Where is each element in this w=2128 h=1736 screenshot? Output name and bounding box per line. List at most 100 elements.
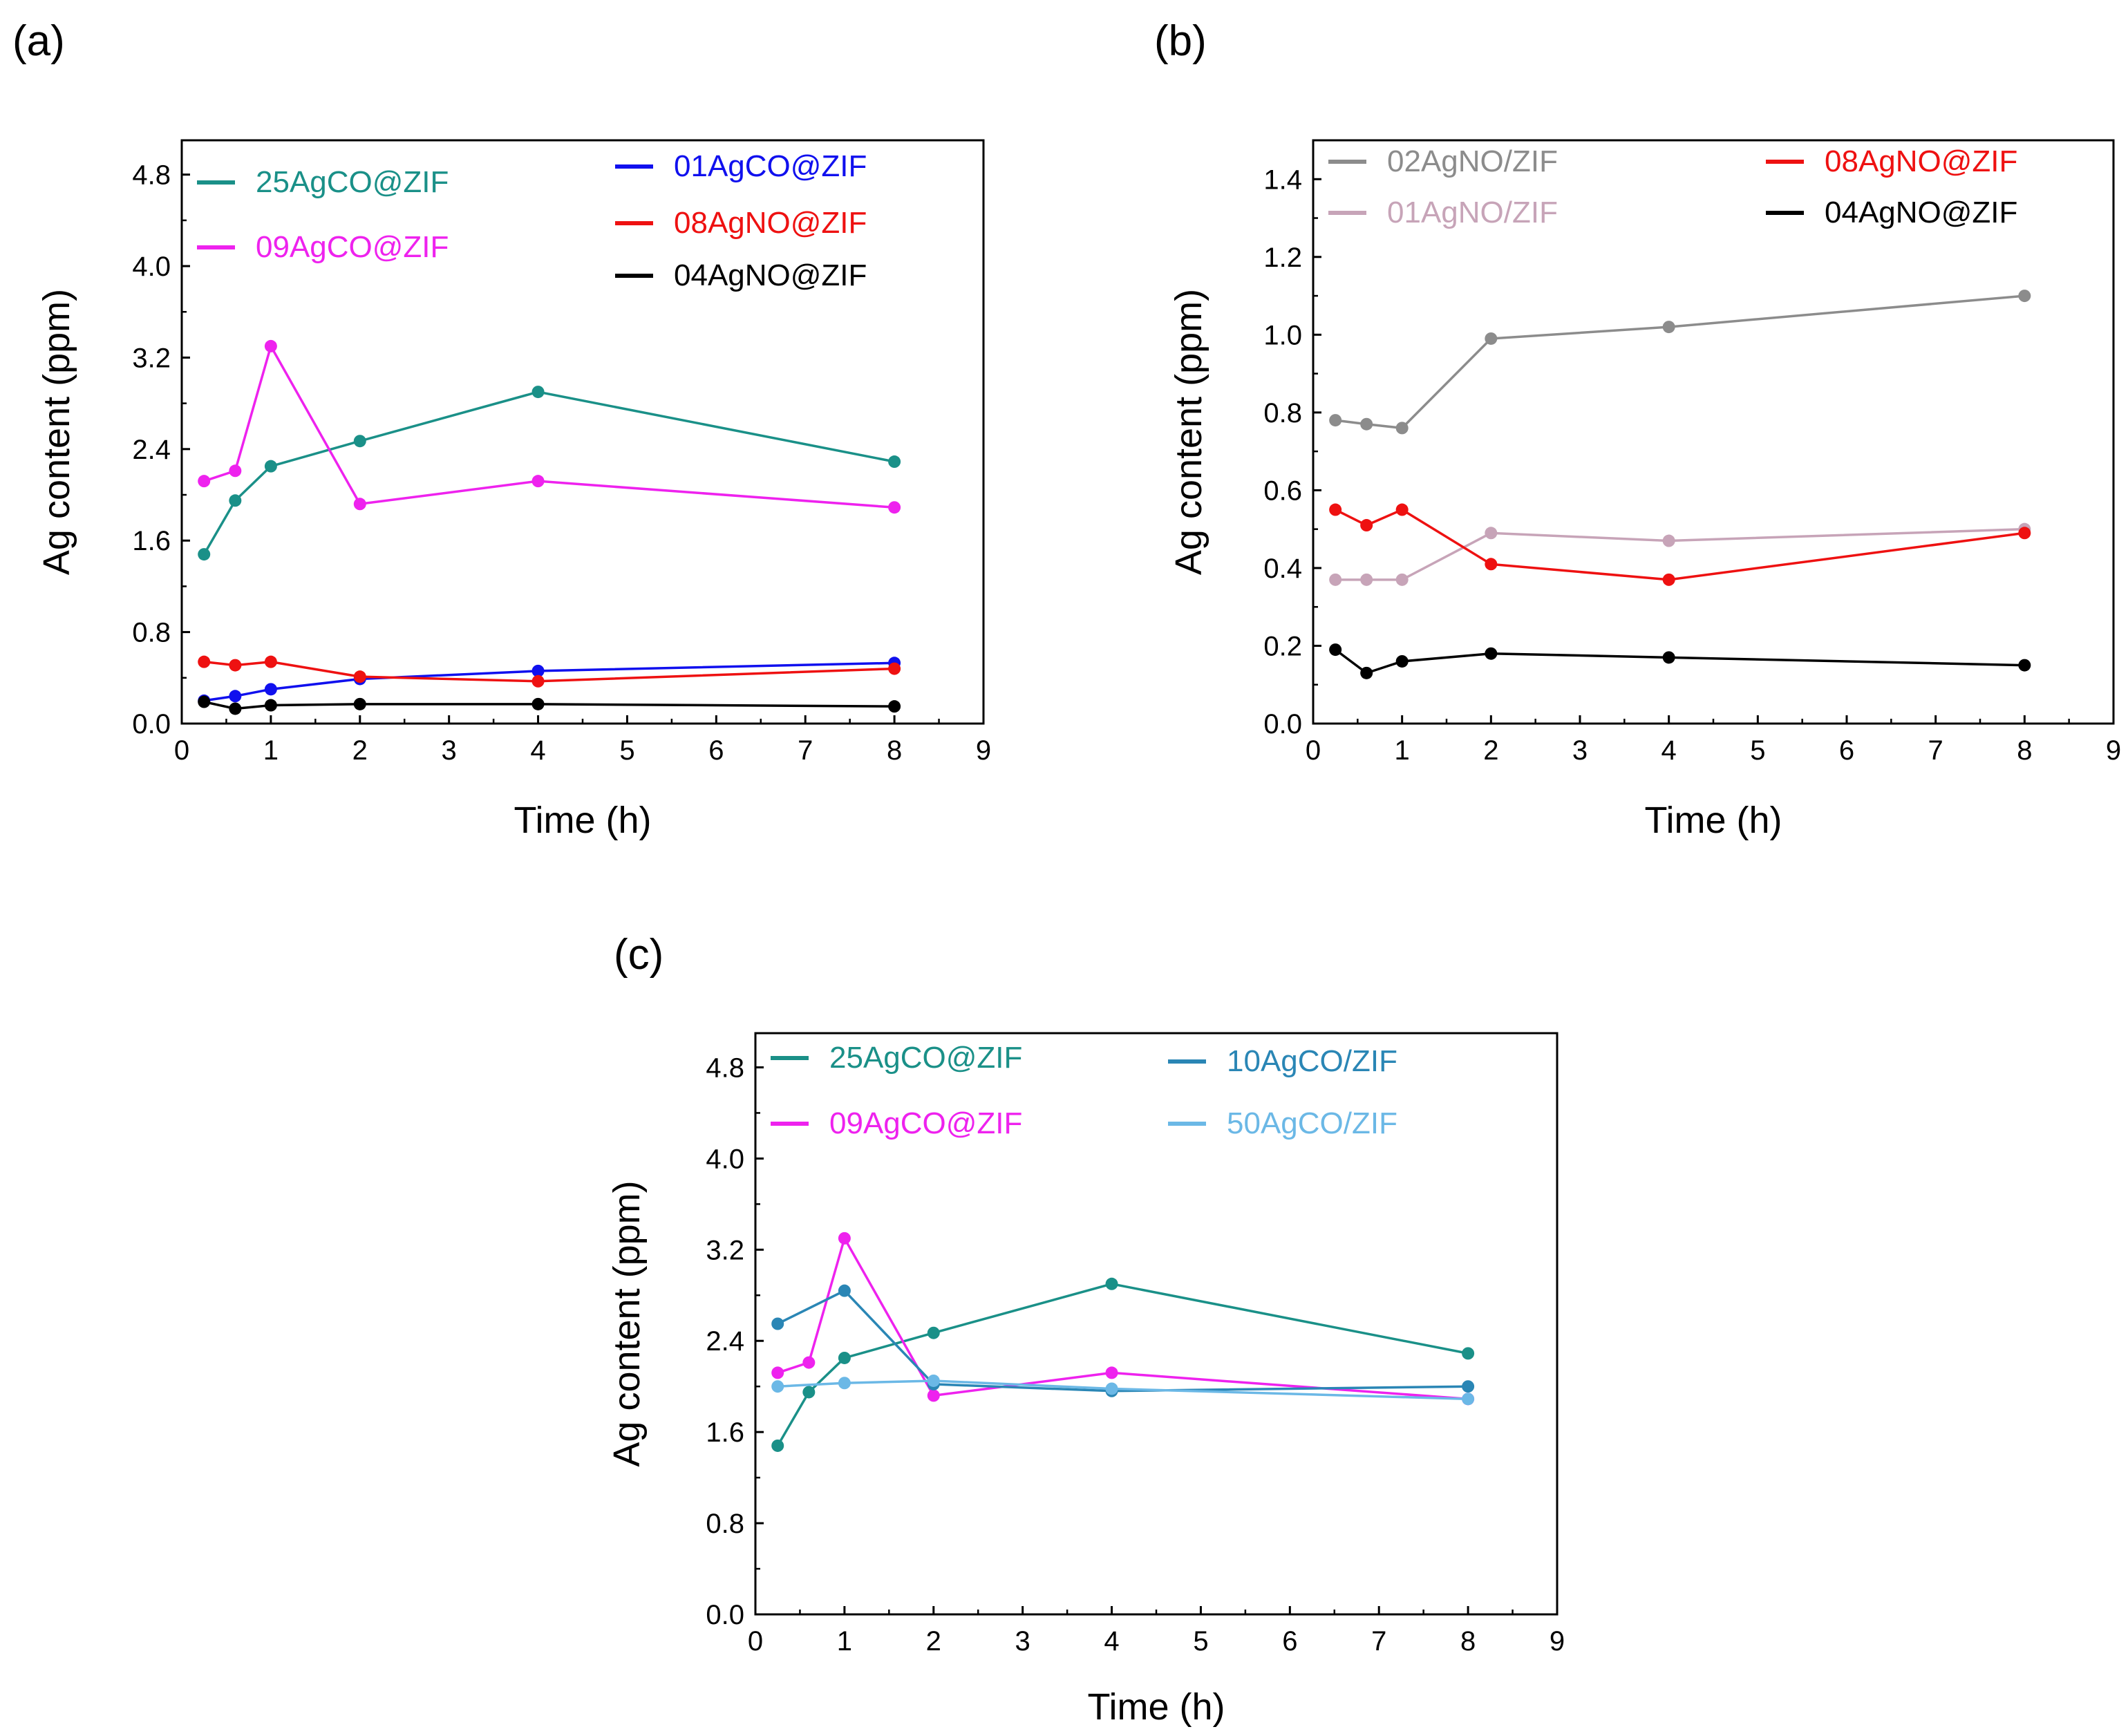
y-tick-label: 0.8 <box>132 618 171 648</box>
series-line <box>1335 294 2025 430</box>
data-point <box>264 339 277 352</box>
y-tick-label: 0.8 <box>706 1509 744 1539</box>
data-point <box>1329 643 1342 657</box>
data-point <box>802 1356 816 1369</box>
legend-entry: 04AgNO@ZIF <box>1766 196 2017 229</box>
data-point <box>838 1351 851 1364</box>
legend-label: 09AgCO@ZIF <box>829 1106 1022 1140</box>
data-point <box>1485 558 1498 571</box>
y-tick-label: 0.4 <box>1263 554 1302 584</box>
data-point <box>802 1386 816 1399</box>
panel-letter: (a) <box>12 17 65 65</box>
y-axis-title: Ag content (ppm) <box>1168 289 1209 575</box>
panel-letter: (b) <box>1154 17 1207 65</box>
data-point <box>2018 527 2031 540</box>
data-point <box>771 1317 784 1330</box>
y-tick-label: 1.4 <box>1263 164 1302 195</box>
data-point <box>531 386 545 399</box>
x-tick-label: 9 <box>2106 735 2121 766</box>
x-tick-label: 7 <box>798 735 813 766</box>
series-line <box>1335 648 2025 674</box>
data-point <box>531 697 545 710</box>
x-tick-label: 1 <box>1395 735 1410 766</box>
data-point <box>1462 1347 1475 1360</box>
data-point <box>229 494 242 507</box>
data-point <box>1485 332 1498 345</box>
series-04AgNO@ZIF <box>198 695 901 715</box>
data-point <box>264 460 277 473</box>
data-point <box>927 1389 940 1402</box>
y-tick-label: 3.2 <box>706 1235 744 1265</box>
x-tick-label: 6 <box>1839 735 1854 766</box>
series-25AgCO@ZIF <box>771 1277 1475 1452</box>
series-08AgNO@ZIF <box>198 655 901 688</box>
x-tick-label: 9 <box>1550 1626 1565 1657</box>
y-tick-label: 2.4 <box>706 1326 744 1357</box>
x-tick-label: 2 <box>352 735 368 766</box>
data-point <box>264 655 277 668</box>
y-tick-label: 1.6 <box>132 526 171 556</box>
data-point <box>1395 573 1409 586</box>
x-tick-label: 3 <box>1572 735 1588 766</box>
series-line <box>1335 527 2025 581</box>
data-point <box>198 548 211 561</box>
series-10AgCO/ZIF <box>771 1284 1475 1397</box>
x-tick-label: 5 <box>619 735 634 766</box>
legend-entry: 10AgCO/ZIF <box>1168 1044 1397 1078</box>
data-point <box>353 697 366 710</box>
legend-entry: 08AgNO@ZIF <box>1766 144 2017 178</box>
series-line <box>778 1379 1469 1401</box>
y-tick-label: 0.0 <box>706 1600 744 1630</box>
y-axis-title: Ag content (ppm) <box>36 289 77 575</box>
legend-label: 04AgNO@ZIF <box>1825 196 2017 229</box>
x-tick-label: 0 <box>1306 735 1321 766</box>
data-point <box>1105 1382 1118 1395</box>
y-tick-label: 4.8 <box>706 1053 744 1083</box>
data-point <box>838 1284 851 1297</box>
series-line <box>203 700 895 710</box>
data-point <box>1395 654 1409 668</box>
plot-frame <box>1312 139 2115 725</box>
data-point <box>838 1377 851 1390</box>
series-25AgCO@ZIF <box>198 386 901 561</box>
y-tick-label: 3.2 <box>132 343 171 373</box>
data-point <box>2018 659 2031 672</box>
series-line <box>777 1235 1469 1401</box>
y-tick-label: 0.8 <box>1263 398 1302 428</box>
data-point <box>531 664 545 677</box>
x-tick-label: 6 <box>1282 1626 1297 1657</box>
y-tick-label: 1.6 <box>706 1417 744 1448</box>
plot-frame <box>754 1032 1559 1616</box>
y-tick-label: 1.2 <box>1263 243 1302 273</box>
x-tick-label: 7 <box>1371 1626 1386 1657</box>
data-point <box>1395 422 1409 435</box>
data-point <box>1105 1277 1118 1290</box>
legend-label: 08AgNO@ZIF <box>674 206 867 240</box>
data-point <box>198 695 211 708</box>
y-tick-label: 4.0 <box>132 252 171 282</box>
x-tick-label: 2 <box>926 1626 941 1657</box>
data-point <box>888 662 901 675</box>
y-tick-label: 1.0 <box>1263 320 1302 350</box>
x-tick-label: 0 <box>174 735 189 766</box>
legend-entry: 25AgCO@ZIF <box>771 1041 1022 1075</box>
plot-frame <box>180 139 985 725</box>
data-point <box>1462 1393 1475 1406</box>
data-point <box>1662 321 1675 334</box>
y-tick-label: 0.2 <box>1263 631 1302 661</box>
chart-panel-c: (c) 0 1 2 3 4 5 6 7 8 9 0.0 0.8 1.6 2.4 3.2 4.0 4.8 Time (… <box>606 931 1565 1728</box>
legend-label: 25AgCO@ZIF <box>256 165 449 199</box>
data-point <box>1329 573 1342 586</box>
x-axis-title: Time (h) <box>1088 1686 1225 1728</box>
legend-label: 01AgNO/ZIF <box>1387 196 1558 229</box>
y-tick-label: 0.0 <box>132 709 171 739</box>
legend-entry: 01AgNO/ZIF <box>1328 196 1558 229</box>
y-tick-label: 0.6 <box>1263 475 1302 506</box>
data-point <box>1360 519 1373 532</box>
data-point <box>1662 651 1675 664</box>
series-02AgNO/ZIF <box>1329 290 2031 435</box>
y-axis-title: Ag content (ppm) <box>606 1180 648 1466</box>
x-tick-label: 3 <box>1015 1626 1030 1657</box>
x-tick-label: 3 <box>442 735 457 766</box>
legend-label: 50AgCO/ZIF <box>1227 1106 1397 1140</box>
